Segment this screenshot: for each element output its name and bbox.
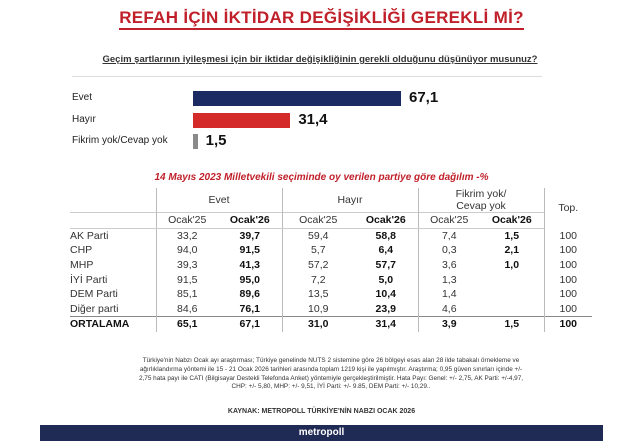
group-header-total: Top. — [543, 188, 592, 229]
table-cell: 100 — [543, 272, 592, 287]
table-cell: 5,0 — [378, 273, 394, 286]
table-row: MHP 39,3 41,3 57,2 57,7 3,6 1,0 100 — [70, 257, 592, 273]
table-cell: 5,7 — [281, 243, 354, 258]
table-cell: 100 — [543, 228, 592, 244]
page-title: REFAH İÇİN İKTİDAR DEĞİŞİKLİĞİ GEREKLİ M… — [0, 8, 643, 30]
bar-value-label: 67,1 — [409, 89, 439, 106]
table-cell: 89,6 — [239, 288, 260, 301]
table-cell: 10,9 — [281, 301, 354, 317]
table-cell: 31,4 — [354, 316, 418, 332]
bar-3 — [193, 134, 198, 149]
table-cell: 39,7 — [239, 229, 260, 242]
source-line: KAYNAK: METROPOLL TÜRKİYE'NİN NABZI OCAK… — [227, 408, 416, 415]
party-breakdown-table: Evet Hayır Fikrim yok/ Cevap yok Top. Oc… — [70, 188, 592, 332]
table-cell: 1,0 — [504, 259, 520, 272]
table-cell: 13,5 — [281, 286, 354, 302]
table-cell: 84,6 — [155, 301, 218, 317]
table-cell: 4,6 — [417, 301, 480, 317]
group-header-evet: Evet — [155, 188, 282, 213]
row-label: İYİ Parti — [70, 273, 108, 286]
table-cell: 1,4 — [417, 286, 480, 302]
table-row: CHP 94,0 91,5 5,7 6,4 0,3 2,1 100 — [70, 243, 592, 258]
table-cell: 65,1 — [155, 316, 218, 332]
row-label: MHP — [70, 259, 94, 272]
table-cell: 41,3 — [239, 259, 260, 272]
table-cell: 1,3 — [417, 272, 480, 287]
row-label: ORTALAMA — [70, 316, 156, 332]
table-cell: 95,0 — [239, 273, 260, 286]
survey-question: Geçim şartlarının iyileşmesi için bir ik… — [102, 54, 538, 65]
table-cell: 100 — [543, 257, 592, 273]
table-cell: 39,3 — [155, 257, 218, 273]
table-row: DEM Parti 85,1 89,6 13,5 10,4 1,4 100 — [70, 286, 592, 302]
table-cell: 58,8 — [375, 229, 396, 242]
table-cell: 0,3 — [417, 243, 480, 258]
bar-category-label: Evet — [72, 92, 93, 103]
bar-row: Fikrim yok/Cevap yok 1,5 — [0, 132, 643, 150]
table-cell: 59,4 — [281, 228, 354, 244]
table-cell: 57,7 — [375, 259, 396, 272]
table-cell — [480, 272, 544, 287]
bar-value-label: 31,4 — [298, 111, 328, 128]
table-cell: 57,2 — [281, 257, 354, 273]
table-cell: 100 — [543, 316, 592, 332]
table-cell: 85,1 — [155, 286, 218, 302]
table-cell: 3,6 — [417, 257, 480, 273]
table-cell: 1,5 — [480, 316, 544, 332]
group-header-fikrim-yok: Fikrim yok/ Cevap yok — [417, 188, 544, 213]
table-cell: 76,1 — [239, 302, 260, 315]
bar-1 — [193, 91, 401, 106]
table-cell: 23,9 — [375, 302, 396, 315]
table-cell: 100 — [543, 286, 592, 302]
table-cell: 2,1 — [504, 244, 520, 257]
brand-footer: metropoll — [40, 425, 603, 441]
bar-category-label: Hayır — [72, 114, 96, 125]
bar-row: Evet 67,1 — [0, 89, 643, 107]
methodology-notes: Türkiye'nin Nabzı Ocak ayı araştırması; … — [138, 357, 524, 391]
table-cell: 6,4 — [378, 244, 394, 257]
table-cell: 31,0 — [281, 316, 354, 332]
table-cell: 91,5 — [155, 272, 218, 287]
table-row: Diğer parti 84,6 76,1 10,9 23,9 4,6 100 — [70, 301, 592, 317]
table-cell — [480, 287, 544, 302]
row-label: DEM Parti — [70, 288, 118, 301]
table-row: İYİ Parti 91,5 95,0 7,2 5,0 1,3 100 — [70, 272, 592, 287]
table-cell — [480, 302, 544, 317]
column-header: Ocak'26 — [480, 212, 544, 229]
column-header: Ocak'26 — [218, 212, 282, 229]
table-row: ORTALAMA 65,1 67,1 31,0 31,4 3,9 1,5 100 — [70, 316, 592, 332]
group-header-hayir: Hayır — [281, 188, 418, 213]
column-header: Ocak'26 — [354, 212, 418, 229]
column-header: Ocak'25 — [155, 212, 218, 229]
bar-category-label: Fikrim yok/Cevap yok — [72, 135, 168, 146]
table-cell: 3,9 — [417, 316, 480, 332]
table-cell: 1,5 — [504, 229, 520, 242]
table-title: 14 Mayıs 2023 Milletvekili seçiminde oy … — [154, 172, 489, 183]
table-cell: 94,0 — [155, 243, 218, 258]
bar-row: Hayır 31,4 — [0, 111, 643, 129]
table-cell: 7,2 — [281, 272, 354, 287]
bar-2 — [193, 113, 291, 128]
column-header: Ocak'25 — [281, 212, 354, 229]
bar-value-label: 1,5 — [205, 132, 227, 149]
table-row: AK Parti 33,2 39,7 59,4 58,8 7,4 1,5 100 — [70, 228, 592, 244]
table-cell: 100 — [543, 243, 592, 258]
question-divider — [72, 76, 542, 77]
column-header: Ocak'25 — [417, 212, 480, 229]
table-cell: 10,4 — [375, 288, 396, 301]
table-cell: 91,5 — [239, 244, 260, 257]
table-cell: 33,2 — [155, 228, 218, 244]
table-cell: 67,1 — [218, 316, 282, 332]
row-label: CHP — [70, 244, 93, 257]
table-cell: 100 — [543, 301, 592, 317]
row-label: AK Parti — [70, 229, 109, 242]
table-cell: 7,4 — [417, 228, 480, 244]
row-label: Diğer parti — [70, 302, 119, 315]
